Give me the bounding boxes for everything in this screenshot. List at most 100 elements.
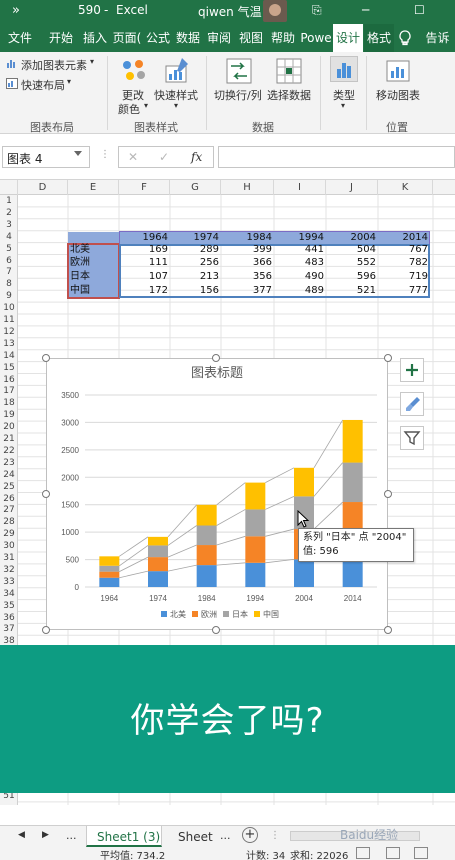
cancel-entry-button[interactable]: ✕: [128, 150, 139, 164]
more-sheets-button[interactable]: ...: [220, 829, 231, 842]
column-header[interactable]: I: [274, 180, 326, 195]
table-cell[interactable]: 719: [408, 271, 428, 282]
row-header[interactable]: 34: [3, 588, 15, 599]
table-cell[interactable]: 483: [304, 257, 324, 268]
column-header[interactable]: K: [378, 180, 433, 195]
bar-中国-2014[interactable]: [342, 419, 363, 463]
maximize-button[interactable]: ☐: [414, 3, 425, 17]
change-colors-button[interactable]: 更改: [122, 89, 144, 102]
row-header[interactable]: 35: [3, 600, 15, 611]
tab-format[interactable]: 格式: [364, 24, 394, 52]
add-chart-element-button[interactable]: 添加图表元素: [21, 59, 87, 72]
select-all-corner[interactable]: [0, 180, 18, 195]
row-header[interactable]: 2: [6, 207, 12, 218]
bar-中国-1974[interactable]: [148, 536, 168, 546]
user-avatar[interactable]: [263, 0, 287, 22]
region-cell[interactable]: 中国: [70, 285, 90, 296]
bar-中国-2004[interactable]: [294, 467, 314, 497]
table-cell[interactable]: 504: [356, 244, 376, 255]
row-header[interactable]: 19: [3, 410, 15, 421]
quick-styles-icon[interactable]: [164, 56, 190, 84]
table-cell[interactable]: 782: [408, 257, 428, 268]
row-header[interactable]: 16: [3, 374, 15, 385]
row-header[interactable]: 27: [3, 505, 15, 516]
quick-layout-button[interactable]: 快速布局: [21, 79, 65, 92]
name-box[interactable]: 图表 4: [2, 146, 90, 168]
sheet-scroll-left-icon[interactable]: ◀: [18, 830, 25, 840]
resize-handle[interactable]: [212, 354, 220, 362]
table-cell[interactable]: 596: [356, 271, 376, 282]
page-break-view-icon[interactable]: [414, 847, 428, 859]
bar-北美-1974[interactable]: [148, 571, 168, 587]
bar-中国-1994[interactable]: [245, 482, 266, 510]
tab-insert[interactable]: 插入: [82, 31, 107, 45]
row-header[interactable]: 5: [6, 243, 12, 254]
chart-area[interactable]: 图表标题 0 500 1000 1500 2000 2500 3000 3500 1964 19…: [46, 358, 388, 630]
bar-日本-2014[interactable]: [342, 462, 363, 503]
row-header[interactable]: 33: [3, 576, 15, 587]
region-cell[interactable]: 北美: [70, 244, 90, 255]
table-cell[interactable]: 107: [148, 271, 168, 282]
chart-styles-button[interactable]: [400, 392, 424, 416]
switch-row-column-button[interactable]: 切换行/列: [214, 89, 262, 102]
new-sheet-button[interactable]: +: [242, 827, 258, 843]
row-header[interactable]: 14: [3, 350, 15, 361]
bar-北美-1964[interactable]: [99, 577, 120, 587]
row-header[interactable]: 10: [3, 303, 15, 314]
table-header[interactable]: 1964: [142, 232, 168, 243]
row-header[interactable]: 29: [3, 529, 15, 540]
table-cell[interactable]: 489: [304, 285, 324, 296]
chevron-down-icon[interactable]: ▾: [144, 101, 149, 110]
insert-function-button[interactable]: fx: [191, 150, 203, 164]
row-header[interactable]: 9: [6, 291, 12, 302]
row-header[interactable]: 22: [3, 445, 15, 456]
ribbon-display-options-icon[interactable]: ⎘: [312, 3, 322, 17]
bar-日本-1984[interactable]: [196, 525, 217, 546]
bar-欧洲-1964[interactable]: [99, 571, 120, 578]
page-layout-view-icon[interactable]: [386, 847, 400, 859]
tab-view[interactable]: 视图: [238, 31, 263, 45]
chevron-down-icon[interactable]: ▾: [90, 57, 95, 66]
row-header[interactable]: 31: [3, 553, 15, 563]
move-chart-button[interactable]: 移动图表: [376, 89, 420, 102]
row-header[interactable]: 8: [6, 279, 12, 290]
row-header[interactable]: 32: [3, 564, 15, 575]
minimize-button[interactable]: ─: [362, 3, 370, 17]
lightbulb-icon[interactable]: [395, 24, 415, 52]
column-header[interactable]: F: [119, 180, 170, 195]
bar-中国-1964[interactable]: [99, 556, 120, 566]
table-cell[interactable]: 521: [356, 285, 376, 296]
row-header[interactable]: 7: [6, 267, 12, 278]
row-header[interactable]: 17: [3, 386, 15, 397]
tab-help[interactable]: 帮助: [270, 31, 295, 45]
row-header[interactable]: 51: [3, 791, 15, 801]
row-header[interactable]: 36: [3, 612, 15, 623]
table-header[interactable]: 1994: [298, 232, 324, 243]
formula-input[interactable]: [218, 146, 455, 168]
move-chart-icon[interactable]: [386, 58, 412, 84]
column-header[interactable]: G: [170, 180, 221, 195]
row-header[interactable]: 28: [3, 517, 15, 528]
chart-title[interactable]: 图表标题: [191, 365, 243, 380]
tab-home[interactable]: 开始: [48, 31, 73, 45]
resize-handle[interactable]: [212, 626, 220, 634]
resize-handle[interactable]: [42, 490, 50, 498]
table-cell[interactable]: 256: [199, 257, 219, 268]
bar-日本-1964[interactable]: [99, 565, 120, 572]
horizontal-scrollbar[interactable]: [290, 831, 420, 841]
column-header[interactable]: D: [18, 180, 68, 195]
tab-data[interactable]: 数据: [175, 31, 200, 45]
quick-styles-button[interactable]: 快速样式: [154, 89, 198, 102]
row-header[interactable]: 15: [3, 362, 15, 373]
bar-北美-1984[interactable]: [196, 565, 217, 587]
row-header[interactable]: 23: [3, 457, 15, 468]
row-header[interactable]: 37: [3, 624, 15, 635]
confirm-entry-button[interactable]: ✓: [159, 150, 170, 164]
chevron-down-icon[interactable]: ▾: [341, 101, 346, 110]
row-header[interactable]: 6: [6, 255, 12, 266]
sheet-tab[interactable]: Sheet: [178, 830, 213, 844]
row-header[interactable]: 13: [3, 338, 15, 349]
table-cell[interactable]: 356: [252, 271, 272, 282]
row-header[interactable]: 1: [6, 196, 12, 206]
sheet-scroll-right-icon[interactable]: ▶: [42, 830, 49, 840]
